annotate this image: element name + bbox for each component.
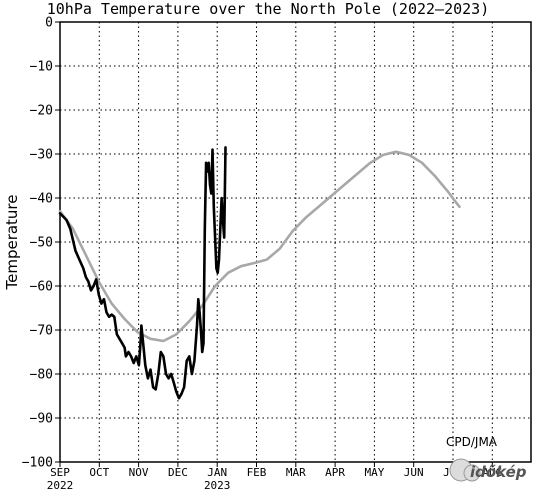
- y-tick-label: −40: [30, 192, 53, 207]
- y-tick-label: −50: [30, 236, 53, 251]
- x-tick-label: NOV: [129, 466, 149, 479]
- x-tick-year: 2022: [47, 479, 74, 492]
- y-tick-label: −60: [30, 280, 53, 295]
- x-tick-label: APR: [325, 466, 345, 479]
- y-tick-label: −10: [30, 60, 53, 75]
- x-tick-label: FEB: [247, 466, 267, 479]
- climatology-line: [58, 150, 461, 343]
- chart-title: 10hPa Temperature over the North Pole (2…: [47, 0, 490, 18]
- cloud-icon-part: [463, 464, 481, 482]
- x-tick-label: MAY: [364, 466, 384, 479]
- y-tick-label: −70: [30, 324, 53, 339]
- y-tick-label: −100: [22, 456, 53, 471]
- y-tick-label: −90: [30, 412, 53, 427]
- watermark-text: időkép: [470, 463, 527, 481]
- y-tick-label: −20: [30, 104, 53, 119]
- x-tick-label: SEP: [50, 466, 70, 479]
- y-tick-label: −30: [30, 148, 53, 163]
- x-tick-label: JAN: [207, 466, 227, 479]
- x-axis: SEP2022OCTNOVDECJAN2023FEBMARAPRMAYJUNJU…: [47, 462, 502, 492]
- y-axis-label: Temperature: [3, 194, 21, 290]
- x-tick-label: AUG: [482, 466, 502, 479]
- x-tick-label: DEC: [168, 466, 188, 479]
- grid: [60, 22, 531, 462]
- y-tick-label: −80: [30, 368, 53, 383]
- x-tick-label: MAR: [286, 466, 306, 479]
- series-layer: [58, 146, 461, 400]
- credit-label: CPD/JMA: [446, 435, 498, 449]
- x-tick-label: JUN: [404, 466, 424, 479]
- y-axis: 0 −10 −20 −30 −40 −50 −60 −70 −80 −90 −100: [22, 16, 60, 471]
- x-tick-label: OCT: [89, 466, 109, 479]
- x-tick-year: 2023: [204, 479, 231, 492]
- y-tick-label: 0: [45, 16, 53, 31]
- observed-temperature-line: [58, 146, 227, 400]
- watermark-logo: időkép: [449, 458, 527, 482]
